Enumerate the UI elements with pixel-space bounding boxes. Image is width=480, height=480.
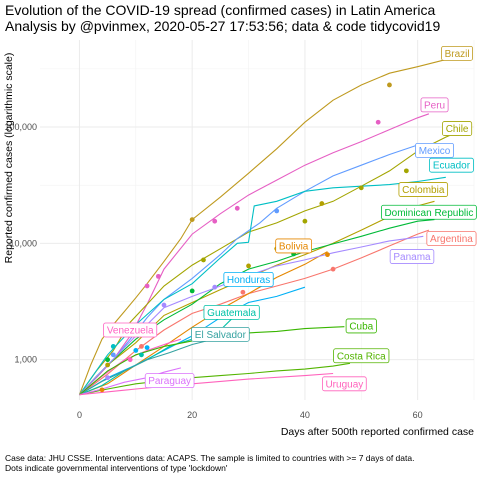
series-label-box (223, 271, 274, 287)
lockdown-dot (319, 201, 325, 206)
lockdown-dot (375, 119, 381, 125)
lockdown-dot (133, 348, 139, 353)
series-label-box (381, 204, 477, 220)
series-label-box (345, 318, 377, 334)
y-tick-label: 100,000 (4, 122, 37, 132)
series-label-dominican-republic: Dominican Republic (384, 208, 473, 219)
lockdown-dot (234, 205, 240, 211)
lockdown-dot (99, 387, 105, 393)
lockdown-dot (246, 263, 251, 269)
series-label-box (441, 45, 473, 61)
series-label-guatemala: Guatemala (207, 308, 256, 319)
lockdown-dot (144, 345, 150, 350)
series-label-honduras: Honduras (227, 275, 270, 286)
lockdown-dot (302, 218, 308, 224)
series-label-box (429, 157, 474, 173)
series-line-paraguay (79, 367, 182, 396)
series-label-box (442, 121, 473, 136)
caption-line-2: Dots indicate governmental interventions… (5, 463, 228, 473)
series-label-venezuela: Venezuela (107, 325, 154, 336)
lockdown-dot (155, 273, 161, 279)
lockdown-dot (189, 217, 195, 223)
lockdown-dot (201, 257, 206, 263)
series-line-brazil (78, 56, 463, 395)
series-line-ecuador (79, 176, 446, 396)
lockdown-dot (189, 288, 195, 294)
series-label-box (426, 231, 477, 246)
series-line-peru (79, 113, 430, 396)
lockdown-dot (110, 344, 116, 349)
lockdown-dot (139, 352, 144, 358)
y-axis-title: Reported confirmed cases (logarithmic sc… (3, 53, 15, 264)
x-tick-label: 40 (300, 410, 310, 420)
series-label-el-salvador: El Salvador (195, 330, 247, 341)
lockdown-dot (240, 289, 246, 295)
lockdown-dot (144, 283, 150, 289)
series-label-cuba: Cuba (349, 321, 373, 332)
lockdown-dot (105, 375, 111, 381)
series-label-box (398, 182, 449, 197)
lockdown-dot (325, 252, 330, 258)
series-line-mexico (79, 143, 429, 396)
series-label-peru: Peru (424, 100, 445, 111)
series-label-chile: Chile (446, 124, 469, 135)
series-label-box (389, 249, 435, 264)
series-line-costa-rica (79, 362, 351, 396)
series-label-costa-rica: Costa Rica (337, 351, 386, 362)
y-tick-label: 1,000 (14, 355, 37, 365)
lockdown-dot (274, 208, 280, 214)
series-label-box (275, 238, 312, 254)
lockdown-dot (212, 284, 218, 290)
series-label-box (322, 376, 367, 392)
series-label-box (103, 322, 158, 338)
lockdown-dot (110, 352, 116, 358)
chart-title-line-2: Analysis by @pvinmex, 2020-05-27 17:53:5… (5, 18, 440, 34)
series-label-bolivia: Bolivia (279, 241, 309, 252)
series-label-paraguay: Paraguay (148, 376, 191, 387)
x-axis-title: Days after 500th reported confirmed case (281, 426, 474, 438)
chart-title-line-1: Evolution of the COVID-19 spread (confir… (5, 2, 436, 18)
series-label-box (420, 97, 449, 113)
lockdown-dot (105, 362, 111, 368)
lockdown-dot (387, 82, 392, 88)
series-label-mexico: Mexico (419, 146, 451, 157)
lockdown-dot (330, 266, 336, 272)
series-label-box (415, 142, 455, 158)
series-label-brazil: Brazil (445, 49, 470, 60)
lockdown-dot (358, 185, 364, 191)
series-label-box (191, 326, 250, 342)
series-label-uruguay: Uruguay (325, 379, 363, 390)
caption-line-1: Case data: JHU CSSE. Interventions data:… (5, 453, 414, 463)
series-label-argentina: Argentina (430, 234, 473, 245)
y-tick-label: 10,000 (9, 238, 37, 248)
lockdown-dot (212, 218, 218, 224)
plot-area: 0 20 40 60 1,000 10,000 100,000 Brazil Peru Chile… (4, 40, 477, 420)
lockdown-dot (127, 357, 133, 363)
series-label-box (203, 304, 260, 320)
x-tick-label: 0 (77, 410, 82, 420)
series-label-box (144, 373, 195, 389)
series-label-colombia: Colombia (402, 185, 445, 196)
lockdown-dot (139, 344, 144, 349)
lockdown-dot (105, 357, 111, 363)
lockdown-dot (403, 168, 409, 174)
series-label-ecuador: Ecuador (433, 161, 471, 172)
series-line-uruguay (79, 372, 334, 396)
series-label-box (333, 348, 390, 364)
x-tick-label: 20 (187, 410, 197, 420)
series-label-panama: Panama (393, 252, 431, 263)
lockdown-dot (161, 302, 167, 308)
x-tick-label: 60 (413, 410, 423, 420)
